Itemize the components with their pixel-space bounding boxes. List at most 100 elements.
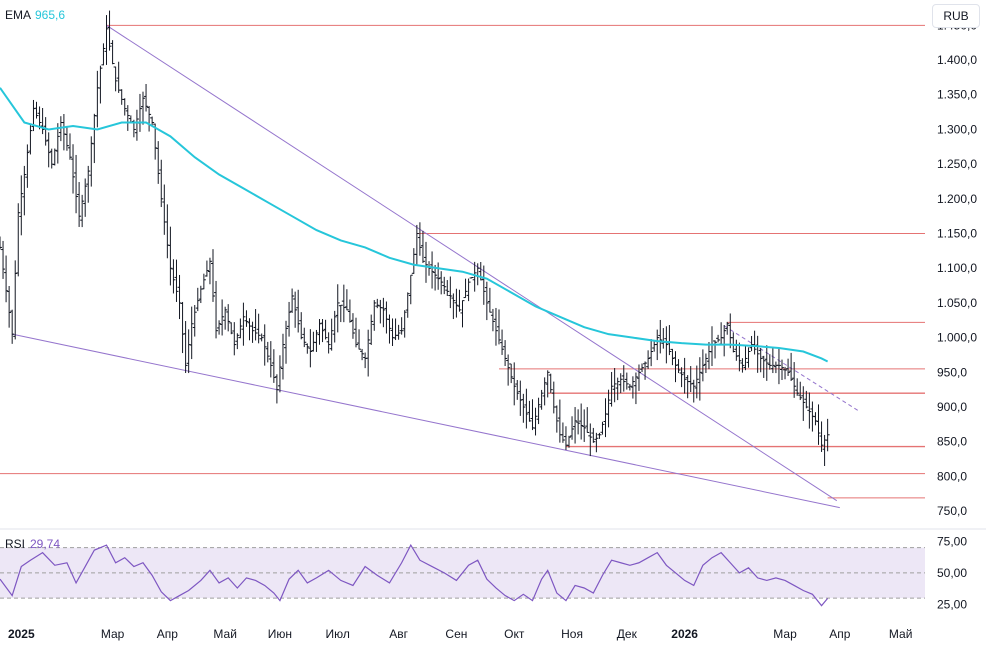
ohlc-bar [524, 388, 529, 429]
ohlc-bar [588, 423, 593, 457]
ohlc-bar [414, 224, 419, 266]
ohlc-bar [530, 399, 535, 431]
ohlc-bar [174, 259, 179, 302]
ohlc-bar [609, 371, 614, 407]
ohlc-bar [798, 381, 803, 401]
ohlc-bar [716, 334, 721, 343]
ohlc-bar [104, 15, 109, 65]
ohlc-bar [643, 361, 648, 380]
ohlc-bar [655, 329, 660, 361]
ohlc-bar [284, 320, 289, 364]
ohlc-bar [731, 332, 736, 353]
ohlc-bar [396, 324, 401, 340]
price-tick-label: 1.250,0 [937, 157, 977, 171]
ohlc-bar [500, 329, 505, 355]
ohlc-bar [448, 276, 453, 309]
ohlc-bar [49, 148, 54, 169]
ohlc-bar [706, 342, 711, 370]
ohlc-bar [682, 357, 687, 394]
ohlc-bar [804, 390, 809, 409]
ohlc-bar [22, 165, 27, 216]
ohlc-bar [560, 422, 565, 443]
ohlc-bar [740, 358, 745, 373]
rsi-legend-value: 29,74 [30, 537, 60, 551]
ohlc-bar [463, 278, 468, 299]
ohlc-bar [822, 434, 827, 466]
ohlc-bar [554, 405, 559, 433]
ohlc-bar [612, 368, 617, 403]
time-tick-label: Июл [326, 627, 350, 641]
ohlc-bar [43, 117, 48, 146]
ohlc-bar [10, 309, 15, 344]
ohlc-bar [204, 260, 209, 277]
ohlc-bar [335, 284, 340, 333]
time-tick-label: 2026 [671, 627, 698, 641]
ohlc-bar [122, 98, 127, 116]
ohlc-bar [314, 329, 319, 352]
time-tick-label: Дек [617, 627, 638, 641]
ohlc-bar [162, 184, 167, 235]
ohlc-bar [119, 89, 124, 105]
ohlc-bar [55, 123, 60, 164]
ema-legend-value: 965,6 [35, 8, 65, 22]
ohlc-bar [375, 298, 380, 309]
ohlc-bar [703, 353, 708, 374]
ohlc-bar [168, 226, 173, 286]
ohlc-bar [551, 381, 556, 414]
ohlc-bar [210, 249, 215, 302]
ohlc-bar [783, 366, 788, 380]
ohlc-bar [305, 343, 310, 354]
ohlc-bar [466, 278, 471, 302]
time-tick-label: Апр [157, 627, 179, 641]
ohlc-bar [710, 326, 715, 367]
ohlc-bar [378, 299, 383, 324]
ohlc-bar [439, 271, 444, 295]
ohlc-bar [536, 397, 541, 425]
ohlc-bar [497, 309, 502, 345]
ohlc-bar [420, 230, 425, 263]
ohlc-bar [694, 365, 699, 399]
time-axis: 2025 Мар Апр Май Июн Июл Авг Сен Окт Ноя Дек 2026 Ма… [8, 627, 912, 641]
ohlc-bar [92, 113, 97, 164]
time-tick-label: Ноя [561, 627, 583, 641]
ohlc-bar [64, 125, 69, 151]
ohlc-bar [195, 287, 200, 312]
rsi-tick-label: 25,00 [937, 597, 967, 611]
ohlc-bar [308, 329, 313, 368]
price-tick-label: 1.050,0 [937, 296, 977, 310]
ohlc-bar [582, 409, 587, 442]
ohlc-bar [454, 288, 459, 318]
ohlc-bar [493, 307, 498, 346]
ohlc-bar [442, 276, 447, 295]
ohlc-bar [265, 341, 270, 363]
ohlc-bar [229, 322, 234, 335]
ohlc-bar [144, 83, 149, 112]
ohlc-bar [61, 114, 66, 151]
ohlc-bar [585, 407, 590, 433]
price-axis: 1.450,01.400,01.350,01.300,01.250,01.200… [937, 18, 977, 518]
ohlc-bar [150, 116, 155, 127]
ohlc-bar [807, 392, 812, 429]
price-tick-label: 750,0 [937, 504, 967, 518]
ohlc-bar [527, 400, 532, 422]
ohlc-bar [156, 141, 161, 184]
ohlc-bar [512, 362, 517, 406]
ohlc-bar [235, 333, 240, 350]
time-tick-label: Июн [268, 627, 292, 641]
ohlc-bar [579, 403, 584, 440]
ohlc-bar [515, 379, 520, 400]
ohlc-bar [445, 280, 450, 297]
ohlc-bar [387, 314, 392, 344]
ohlc-bar [430, 251, 435, 289]
ohlc-bar [697, 357, 702, 401]
ohlc-bar [141, 91, 146, 125]
ohlc-bar [743, 346, 748, 371]
price-tick-label: 900,0 [937, 400, 967, 414]
ohlc-bar [469, 276, 474, 279]
ohlc-bar [177, 274, 182, 320]
time-tick-label: Мар [773, 627, 797, 641]
trend-line-1 [106, 24, 838, 502]
ohlc-bar [223, 306, 228, 330]
ohlc-bar [685, 375, 690, 399]
currency-button[interactable]: RUB [932, 4, 980, 28]
